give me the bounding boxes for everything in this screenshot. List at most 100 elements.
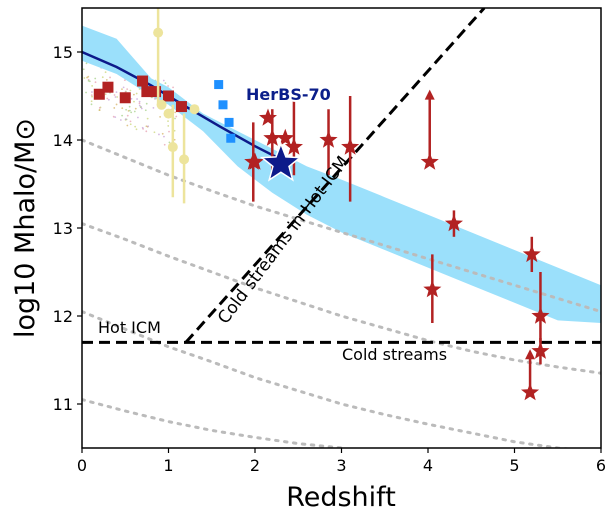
cloud-point [163,135,165,138]
cloud-point [162,79,165,82]
cloud-point [174,117,176,120]
x-tick-label: 4 [423,456,433,475]
red-square-point [163,90,174,102]
x-tick-label: 0 [77,456,87,475]
cloud-point [129,123,132,126]
red-square-point [141,86,153,98]
cloud-point [106,97,109,100]
cloud-point [101,76,104,79]
cloud-point [113,94,116,96]
cloud-point [85,91,87,94]
cloud-point [158,133,160,136]
cloud-point [128,109,131,112]
red-star-point [521,383,540,401]
y-tick-label: 12 [53,307,73,326]
cloud-point [107,98,110,101]
cloud-point [138,100,141,103]
cloud-point [133,110,136,113]
cloud-point [144,109,147,112]
cloud-point [136,98,138,100]
cloud-point [128,105,131,108]
red-square-point [93,88,105,100]
blue-square-point [226,133,236,143]
cloud-point [115,91,118,94]
cloud-point [134,107,137,110]
red-square-point [119,92,131,104]
cloud-point [126,124,129,127]
cloud-point [90,94,93,97]
cloud-point [82,68,85,71]
red-star-point [319,130,338,148]
yellow-circle-point [189,104,200,115]
cloud-point [145,130,148,133]
yellow-circle-point [156,99,167,110]
x-tick-label: 1 [163,456,173,475]
dotted-track [82,222,601,375]
red-star-point [531,306,550,324]
blue-square-point [214,80,224,90]
cloud-point [121,107,124,110]
cloud-point [145,125,148,128]
x-axis-label: Redshift [286,482,396,511]
x-tick-label: 6 [596,456,606,475]
boundary-diagonal [184,8,486,344]
cloud-point [168,130,170,133]
cloud-point [138,104,141,107]
yellow-circle-point [179,154,190,165]
red-star-point [522,244,541,263]
cloud-point [90,103,93,106]
cloud-point [129,89,132,92]
cloud-point [174,111,177,114]
cloud-point [146,117,149,120]
cloud-point [175,115,178,118]
cloud-point [133,93,135,96]
cloud-point [94,81,97,84]
blue-square-point [218,100,228,110]
cloud-point [114,96,117,98]
yellow-circle-point [167,142,178,153]
cloud-point [153,131,156,134]
cloud-point [104,93,107,95]
cloud-point [126,114,129,117]
cloud-point [173,129,176,132]
cloud-point [105,78,108,81]
cloud-point [130,97,133,100]
cloud-point [116,96,119,98]
cloud-point [167,85,170,87]
yellow-circle-point [163,108,174,119]
blue-square-point [224,117,234,127]
y-tick-label: 15 [53,43,73,62]
red-star-point [258,108,277,126]
cloud-point [83,77,86,79]
cloud-point [109,76,111,79]
red-square-point [150,86,162,98]
cloud-point [98,106,101,109]
cloud-point [121,114,124,117]
cloud-point [127,109,130,112]
y-tick-label: 13 [53,219,73,238]
cloud-point [121,88,123,91]
cloud-point [161,132,164,135]
red-star-point [276,128,295,146]
plot-area [82,8,601,448]
cloud-point [135,92,138,95]
cloud-point [85,62,88,65]
y-tick-label: 14 [53,131,73,150]
x-tick-label: 3 [336,456,346,475]
cloud-point [91,85,94,87]
red-star-point [423,280,442,298]
herbs-70-star [259,141,303,182]
cloud-point [90,100,93,103]
cloud-point [152,106,155,109]
cloud-point [145,102,148,105]
cold-streams-label: Cold streams [342,345,447,364]
cloud-point [122,86,125,89]
cloud-point [140,107,143,110]
herbs-70-label: HerBS-70 [246,85,331,104]
red-star-point [263,128,282,146]
cloud-point [167,120,169,123]
dotted-track [82,398,343,448]
cloud-point [173,138,176,141]
